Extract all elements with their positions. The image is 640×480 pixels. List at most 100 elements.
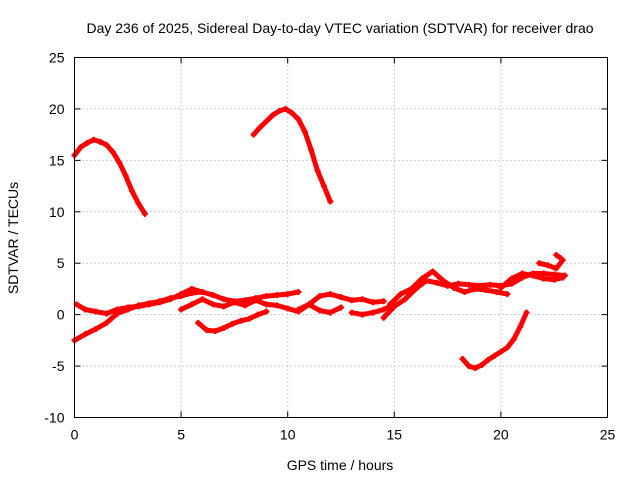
y-tick-label: -10 [44,410,64,426]
data-point [359,311,366,318]
x-tick-label: 5 [177,427,185,443]
data-point [199,289,206,296]
data-point [141,210,148,217]
data-point [380,314,387,321]
data-point [529,272,536,279]
data-point [387,301,394,308]
data-point [295,289,302,296]
data-point [220,303,227,310]
data-point [348,297,355,304]
series-arc-11 [497,270,566,291]
data-point [135,200,142,207]
data-point [301,128,308,135]
data-point [369,299,376,306]
series-layer [71,105,568,372]
data-point [242,302,249,309]
series-arc-14 [459,309,530,372]
data-point [82,331,89,338]
data-point [199,296,206,303]
data-point [465,281,472,288]
data-point [487,281,494,288]
y-tick-label: 25 [49,50,65,66]
series-arc-13 [553,251,564,262]
data-point [559,274,566,281]
data-point [212,328,219,335]
data-point [540,270,547,277]
data-point [122,172,129,179]
data-point [210,292,217,299]
data-point [92,326,99,333]
series-arc-7 [295,301,344,316]
data-point [369,309,376,316]
data-point [433,279,440,286]
y-tick-label: 15 [49,152,65,168]
data-point [116,159,123,166]
data-point [156,299,163,306]
data-point [114,306,121,313]
data-point [380,306,387,313]
data-point [478,362,485,369]
series-trace [536,257,566,271]
data-point [455,280,462,287]
y-tick-label: 0 [57,307,65,323]
data-point [519,270,526,277]
data-point [288,110,295,117]
data-point [237,317,244,324]
data-point [308,147,315,154]
x-axis-label: GPS time / hours [287,457,394,473]
data-point [90,136,97,143]
data-point [306,301,313,308]
data-point [146,301,153,308]
data-point [129,188,136,195]
data-point [210,301,217,308]
data-point [77,143,84,150]
y-tick-label: 20 [49,101,65,117]
y-axis-label: SDTVAR / TECUs [5,182,21,294]
data-point [316,307,323,314]
data-point [419,275,426,282]
data-point [188,301,195,308]
data-point [327,291,334,298]
data-point [553,251,560,258]
data-point [338,294,344,301]
data-point [493,289,500,296]
series-arc-1 [71,136,148,217]
data-point [92,308,99,315]
series-arc-9 [380,270,568,321]
data-point [504,291,511,298]
data-point [461,289,468,296]
data-point [203,327,210,334]
data-point [459,355,466,362]
data-point [465,363,472,370]
data-point [103,319,110,326]
data-point [327,309,334,316]
data-point [401,296,408,303]
x-tick-label: 10 [280,427,296,443]
data-point [320,183,327,190]
data-point [124,304,131,311]
data-point [295,306,302,313]
data-point [544,262,551,269]
data-point [188,285,195,292]
data-point [274,292,281,299]
data-point [282,105,289,112]
data-point [231,299,238,306]
plot-frame [74,57,608,418]
data-point [553,265,560,272]
series-trace [72,289,301,343]
data-point [274,302,281,309]
data-point [397,291,404,298]
data-point [472,285,479,292]
x-tick-label: 0 [71,427,79,443]
data-point [263,118,270,125]
y-tick-label: -5 [52,358,65,374]
data-point [408,285,415,292]
series-trace [251,106,333,204]
data-point [338,304,344,311]
data-point [523,309,530,316]
data-point [220,325,227,332]
data-point [391,303,398,310]
data-point [557,255,564,262]
data-point [472,365,479,372]
